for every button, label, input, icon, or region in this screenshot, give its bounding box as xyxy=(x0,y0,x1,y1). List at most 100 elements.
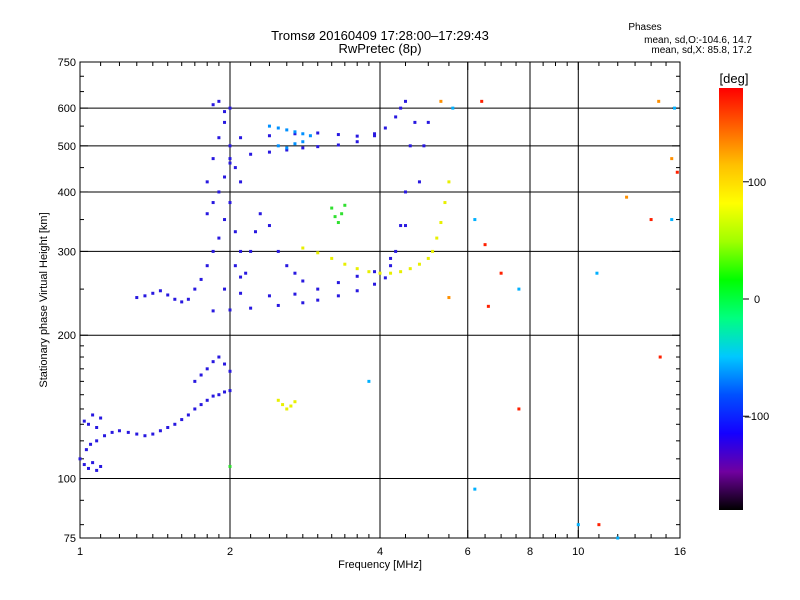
data-point xyxy=(408,267,412,271)
data-point xyxy=(293,292,297,296)
data-point xyxy=(373,134,377,138)
data-point xyxy=(316,251,320,255)
data-point xyxy=(451,106,455,110)
data-point xyxy=(276,249,280,253)
data-point xyxy=(373,282,377,286)
x-tick-label: 2 xyxy=(227,546,233,558)
data-point xyxy=(426,120,430,124)
data-point xyxy=(223,120,227,124)
data-point xyxy=(211,394,215,398)
data-point xyxy=(199,403,203,407)
data-point xyxy=(343,203,347,207)
data-point xyxy=(217,136,221,140)
data-point xyxy=(316,287,320,291)
data-point xyxy=(276,144,280,148)
data-point xyxy=(99,416,103,420)
phase-stats-line-o: mean, sd,O:-104.6, 14.7 xyxy=(644,35,752,46)
data-point xyxy=(435,236,439,240)
data-point xyxy=(413,120,417,124)
data-point xyxy=(355,140,359,144)
data-point xyxy=(126,430,130,434)
data-point xyxy=(211,360,215,364)
data-point xyxy=(239,249,243,253)
data-point xyxy=(289,404,293,408)
x-axis-label: Frequency [MHz] xyxy=(338,559,422,571)
y-tick-label: 75 xyxy=(64,533,76,545)
data-point xyxy=(228,161,232,165)
data-point xyxy=(95,468,99,472)
data-point xyxy=(316,145,320,149)
data-point xyxy=(211,201,215,205)
data-point xyxy=(228,389,232,393)
data-point xyxy=(480,99,484,103)
data-point xyxy=(389,271,393,275)
data-point xyxy=(95,439,99,443)
data-point xyxy=(403,99,407,103)
colorbar-tick-label: 100 xyxy=(748,177,766,189)
data-point xyxy=(228,144,232,148)
data-point xyxy=(135,432,139,436)
x-tick-label: 16 xyxy=(674,546,686,558)
data-point xyxy=(316,131,320,135)
data-point xyxy=(151,291,155,295)
data-point xyxy=(675,170,679,174)
data-point xyxy=(117,429,121,433)
plot-area: 1 2 4 6 8 10 16 75 100 200 300 400 500 600 750 xyxy=(58,57,686,558)
data-point xyxy=(228,308,232,312)
colorbar: [deg] 100 0 –100 xyxy=(719,71,769,510)
data-point xyxy=(173,297,177,301)
data-point xyxy=(403,224,407,228)
data-point xyxy=(199,373,203,377)
data-point xyxy=(673,106,677,110)
data-point xyxy=(431,249,435,253)
data-point xyxy=(285,264,289,268)
data-point xyxy=(276,303,280,307)
data-point xyxy=(301,246,305,250)
data-point xyxy=(616,536,620,540)
data-point xyxy=(517,407,521,411)
data-point xyxy=(99,464,103,468)
data-point xyxy=(228,106,232,110)
data-point xyxy=(499,271,503,275)
data-point xyxy=(399,106,403,110)
data-point xyxy=(285,148,289,152)
x-tick-label: 10 xyxy=(572,546,584,558)
data-point xyxy=(439,221,443,225)
y-tick-label: 200 xyxy=(58,330,76,342)
data-point xyxy=(625,195,629,199)
data-point xyxy=(333,215,337,219)
data-point xyxy=(473,218,477,222)
axis-ticks: 1 2 4 6 8 10 16 75 100 200 300 400 500 600 750 xyxy=(58,57,686,558)
data-point xyxy=(223,362,227,366)
data-point xyxy=(233,264,237,268)
data-point xyxy=(355,274,359,278)
data-point xyxy=(336,143,340,147)
data-point xyxy=(486,304,490,308)
data-point xyxy=(173,422,177,426)
phase-stats-heading: Phases xyxy=(628,22,661,33)
data-point xyxy=(91,413,95,417)
data-point xyxy=(84,448,88,452)
data-point xyxy=(293,132,297,136)
data-point xyxy=(336,133,340,137)
x-tick-label: 1 xyxy=(77,546,83,558)
colorbar-gradient xyxy=(719,88,743,510)
data-point xyxy=(82,463,86,467)
data-point xyxy=(293,271,297,275)
data-point xyxy=(285,146,289,150)
y-tick-label: 500 xyxy=(58,141,76,153)
data-point xyxy=(211,249,215,253)
data-point xyxy=(249,249,253,253)
data-point xyxy=(211,309,215,313)
data-point xyxy=(373,270,377,274)
data-point xyxy=(378,271,382,275)
data-point xyxy=(281,403,285,407)
data-point xyxy=(355,267,359,271)
data-point xyxy=(217,236,221,240)
data-point xyxy=(244,271,248,275)
data-point xyxy=(343,262,347,266)
data-point xyxy=(186,413,190,417)
data-point xyxy=(223,287,227,291)
data-point xyxy=(95,425,99,429)
data-point xyxy=(166,293,170,297)
